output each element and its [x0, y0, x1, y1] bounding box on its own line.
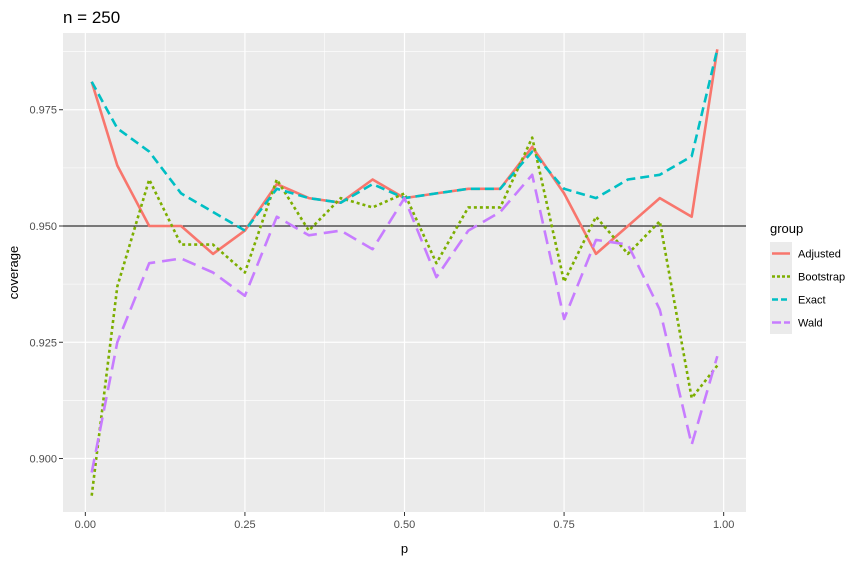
x-axis-title: p [401, 541, 408, 556]
legend-label-wald: Wald [798, 318, 823, 330]
x-tick-label: 0.50 [394, 519, 415, 531]
legend-label-bootstrap: Bootstrap [798, 272, 845, 284]
x-tick-label: 0.00 [75, 519, 96, 531]
series-line-wald [90, 173, 719, 473]
legend-label-adjusted: Adjusted [798, 249, 841, 261]
x-tick-label: 1.00 [713, 519, 734, 531]
legend-key-bg [770, 265, 792, 288]
x-tick-label: 0.25 [234, 519, 255, 531]
legend-label-exact: Exact [798, 295, 826, 307]
y-axis: 0.900 0.925 0.950 0.975 [29, 105, 63, 466]
legend: group Adjusted Bootstrap Exact Wald [770, 221, 845, 334]
y-tick-label: 0.925 [29, 337, 57, 349]
series-line-bootstrap [90, 136, 719, 496]
y-tick-label: 0.900 [29, 454, 57, 466]
legend-title: group [770, 221, 803, 236]
y-tick-label: 0.975 [29, 105, 57, 117]
chart-title: n = 250 [63, 8, 120, 27]
x-axis: 0.00 0.25 0.50 0.75 1.00 [75, 512, 734, 531]
x-tick-label: 0.75 [553, 519, 574, 531]
y-axis-title: coverage [6, 246, 21, 299]
series-lines [90, 48, 719, 496]
y-tick-label: 0.950 [29, 221, 57, 233]
